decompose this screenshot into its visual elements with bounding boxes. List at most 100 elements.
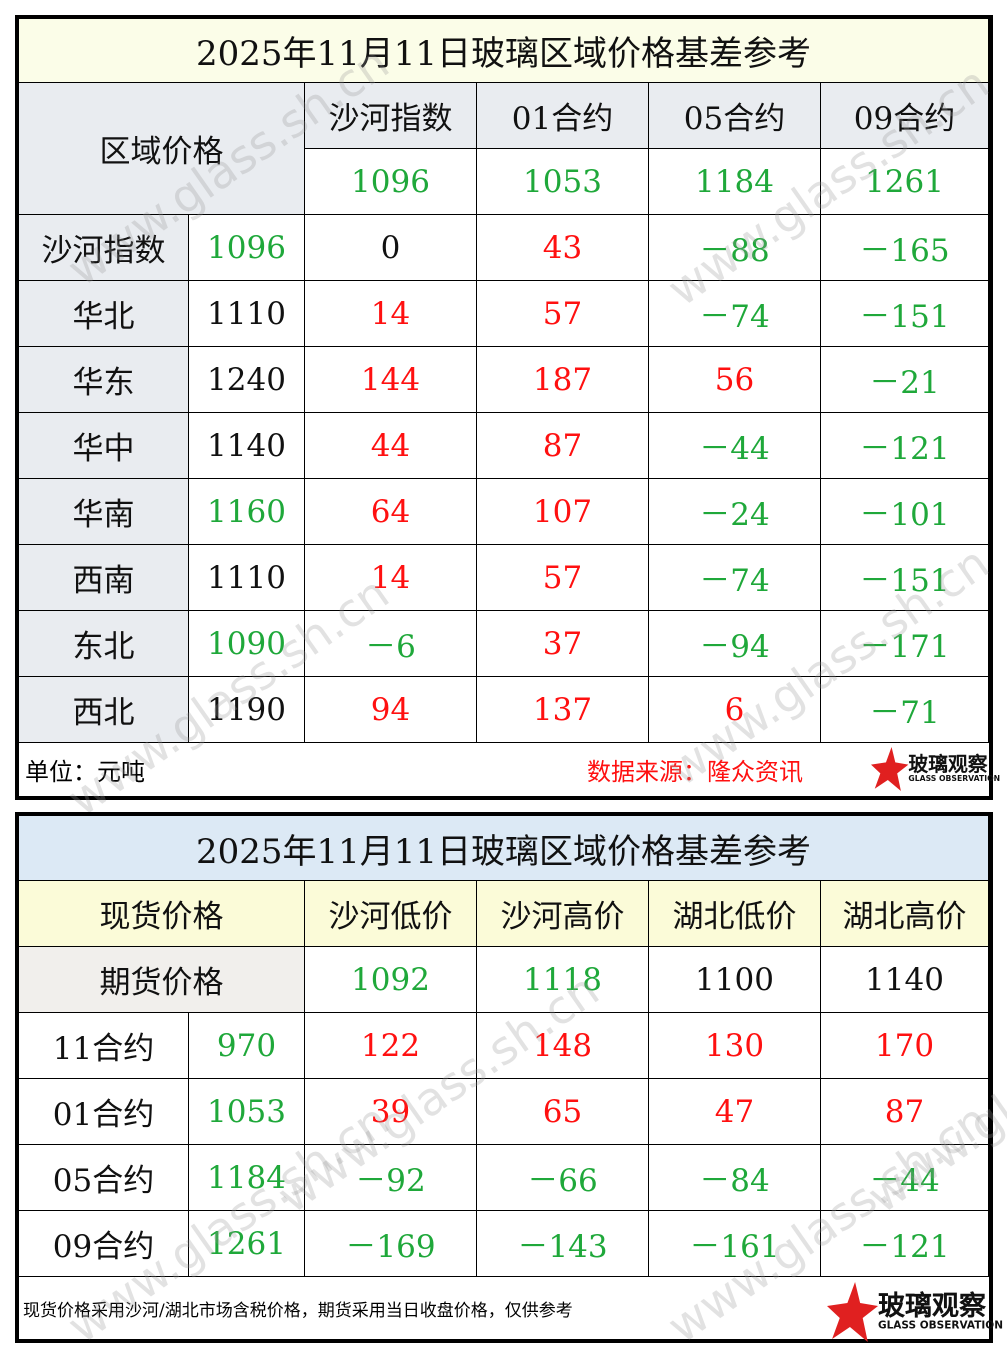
column-header: 09合约 bbox=[821, 83, 989, 149]
row-price: 1160 bbox=[189, 479, 305, 545]
row-region: 西北 bbox=[19, 677, 189, 743]
regional-basis-table: 2025年11月11日玻璃区域价格基差参考 区域价格 沙河指数 1096 01合约 105… bbox=[15, 15, 1000, 827]
column-header: 01合约 bbox=[477, 83, 649, 149]
futures-price-header: 期货价格 bbox=[19, 947, 305, 1013]
column-header: 沙河指数 bbox=[305, 83, 477, 149]
basis-value: 56 bbox=[649, 347, 821, 413]
table-title: 2025年11月11日玻璃区域价格基差参考 bbox=[19, 19, 989, 83]
basis-value: 57 bbox=[477, 281, 649, 347]
basis-value: －84 bbox=[649, 1145, 821, 1211]
row-region: 华中 bbox=[19, 413, 189, 479]
star-icon bbox=[827, 1282, 878, 1342]
row-futures-price: 1053 bbox=[189, 1079, 305, 1145]
basis-value: 144 bbox=[305, 347, 477, 413]
row-region: 华北 bbox=[19, 281, 189, 347]
basis-value: 170 bbox=[821, 1013, 989, 1079]
basis-value: －88 bbox=[649, 215, 821, 281]
basis-value: 148 bbox=[477, 1013, 649, 1079]
row-price: 1096 bbox=[189, 215, 305, 281]
row-futures-price: 1184 bbox=[189, 1145, 305, 1211]
basis-value: 57 bbox=[477, 545, 649, 611]
footer: 单位：元吨 数据来源：隆众资讯 bbox=[19, 743, 989, 796]
column-header: 沙河低价 bbox=[305, 881, 477, 947]
basis-value: 37 bbox=[477, 611, 649, 677]
row-futures-price: 970 bbox=[189, 1013, 305, 1079]
row-price: 1240 bbox=[189, 347, 305, 413]
basis-value: 187 bbox=[477, 347, 649, 413]
basis-value: －161 bbox=[649, 1211, 821, 1277]
column-base-value: 1261 bbox=[821, 149, 989, 215]
row-region: 华东 bbox=[19, 347, 189, 413]
basis-value: －121 bbox=[821, 413, 989, 479]
basis-value: －169 bbox=[305, 1211, 477, 1277]
row-contract: 11合约 bbox=[19, 1013, 189, 1079]
basis-value: －143 bbox=[477, 1211, 649, 1277]
basis-value: 87 bbox=[821, 1079, 989, 1145]
basis-value: 137 bbox=[477, 677, 649, 743]
data-source: 数据来源：隆众资讯 bbox=[587, 758, 803, 786]
row-contract: 09合约 bbox=[19, 1211, 189, 1277]
footnote: 现货价格采用沙河/湖北市场含税价格，期货采用当日收盘价格，仅供参考 bbox=[19, 1277, 989, 1339]
basis-value: －92 bbox=[305, 1145, 477, 1211]
row-price: 1140 bbox=[189, 413, 305, 479]
table-title: 2025年11月11日玻璃区域价格基差参考 bbox=[19, 816, 989, 881]
basis-value: 122 bbox=[305, 1013, 477, 1079]
basis-value: 47 bbox=[649, 1079, 821, 1145]
basis-value: －94 bbox=[649, 611, 821, 677]
star-icon bbox=[871, 747, 909, 791]
basis-value: 64 bbox=[305, 479, 477, 545]
basis-value: －151 bbox=[821, 281, 989, 347]
spot-price-value: 1140 bbox=[821, 947, 989, 1013]
corner-header: 区域价格 bbox=[19, 83, 305, 215]
row-futures-price: 1261 bbox=[189, 1211, 305, 1277]
basis-value: －74 bbox=[649, 545, 821, 611]
basis-value: 107 bbox=[477, 479, 649, 545]
basis-value: －44 bbox=[821, 1145, 989, 1211]
basis-value: 94 bbox=[305, 677, 477, 743]
basis-value: －24 bbox=[649, 479, 821, 545]
row-contract: 05合约 bbox=[19, 1145, 189, 1211]
row-price: 1090 bbox=[189, 611, 305, 677]
basis-value: －165 bbox=[821, 215, 989, 281]
column-header: 沙河高价 bbox=[477, 881, 649, 947]
row-region: 沙河指数 bbox=[19, 215, 189, 281]
basis-value: －44 bbox=[649, 413, 821, 479]
row-price: 1190 bbox=[189, 677, 305, 743]
basis-value: 44 bbox=[305, 413, 477, 479]
basis-value: 43 bbox=[477, 215, 649, 281]
row-region: 东北 bbox=[19, 611, 189, 677]
basis-value: 87 bbox=[477, 413, 649, 479]
spot-price-header: 现货价格 bbox=[19, 881, 305, 947]
glass-observation-logo: 玻璃观察 GLASS OBSERVATION bbox=[827, 1282, 1003, 1342]
spot-price-value: 1100 bbox=[649, 947, 821, 1013]
column-base-value: 1184 bbox=[649, 149, 821, 215]
basis-value: 14 bbox=[305, 281, 477, 347]
column-header: 05合约 bbox=[649, 83, 821, 149]
glass-observation-logo: 玻璃观察 GLASS OBSERVATION bbox=[871, 747, 1000, 791]
basis-value: 6 bbox=[649, 677, 821, 743]
basis-value: －101 bbox=[821, 479, 989, 545]
column-base-value: 1096 bbox=[305, 149, 477, 215]
basis-value: －151 bbox=[821, 545, 989, 611]
basis-value: －74 bbox=[649, 281, 821, 347]
spot-price-value: 1092 bbox=[305, 947, 477, 1013]
basis-value: －66 bbox=[477, 1145, 649, 1211]
basis-value: 14 bbox=[305, 545, 477, 611]
spot-price-value: 1118 bbox=[477, 947, 649, 1013]
column-header: 湖北低价 bbox=[649, 881, 821, 947]
row-region: 华南 bbox=[19, 479, 189, 545]
row-price: 1110 bbox=[189, 545, 305, 611]
basis-value: 0 bbox=[305, 215, 477, 281]
row-region: 西南 bbox=[19, 545, 189, 611]
column-base-value: 1053 bbox=[477, 149, 649, 215]
spot-futures-basis-table: 2025年11月11日玻璃区域价格基差参考 现货价格 期货价格 沙河低价 1092 沙河高… bbox=[15, 812, 1007, 1354]
basis-value: －171 bbox=[821, 611, 989, 677]
row-price: 1110 bbox=[189, 281, 305, 347]
footnote-text: 现货价格采用沙河/湖北市场含税价格，期货采用当日收盘价格，仅供参考 bbox=[23, 1300, 573, 1321]
basis-value: －71 bbox=[821, 677, 989, 743]
basis-value: 130 bbox=[649, 1013, 821, 1079]
basis-value: －21 bbox=[821, 347, 989, 413]
column-header: 湖北高价 bbox=[821, 881, 989, 947]
row-contract: 01合约 bbox=[19, 1079, 189, 1145]
basis-value: 39 bbox=[305, 1079, 477, 1145]
